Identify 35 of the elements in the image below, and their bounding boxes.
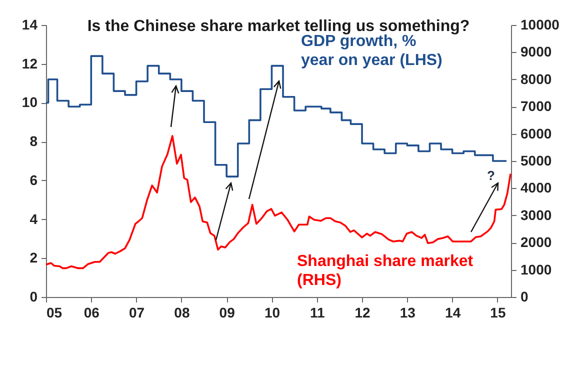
y2-tick-label: 8000	[520, 70, 552, 87]
x-tick-label: 14	[445, 304, 461, 320]
y2-tick-label: 9000	[520, 44, 552, 60]
y-tick-label: 8	[30, 133, 38, 150]
y2-tick-label: 7000	[520, 98, 552, 114]
y-tick-label: 14	[22, 16, 38, 32]
x-tick-label: 09	[219, 304, 236, 320]
x-tick-label: 05	[46, 304, 62, 320]
y2-tick-label: 3000	[520, 206, 552, 223]
x-tick-label: 08	[174, 304, 190, 320]
y-tick-label: 6	[30, 172, 38, 188]
chart-title: Is the Chinese share market telling us something?	[87, 18, 470, 35]
y2-tick-label: 5000	[520, 152, 552, 168]
x-tick-label: 15	[490, 304, 506, 320]
x-tick-label: 11	[310, 304, 325, 320]
x-tick-label: 10	[264, 304, 280, 320]
y-tick-label: 0	[30, 288, 38, 304]
y2-tick-label: 0	[520, 288, 528, 304]
y-tick-label: 2	[30, 250, 38, 266]
y2-tick-label: 2000	[520, 234, 552, 250]
series-label: GDP growth, % year on year (LHS)	[301, 33, 442, 69]
y-tick-label: 10	[22, 94, 38, 110]
annotation: ?	[487, 168, 495, 183]
x-tick-label: 07	[129, 304, 145, 320]
x-tick-label: 13	[400, 304, 416, 320]
y2-tick-label: 6000	[520, 125, 552, 142]
y2-tick-label: 1000	[520, 261, 552, 278]
y-tick-label: 4	[30, 210, 38, 227]
y2-tick-label: 4000	[520, 180, 552, 196]
x-tick-label: 06	[84, 304, 100, 320]
series-label: Shanghai share market (RHS)	[297, 253, 474, 289]
y2-tick-label: 10000	[520, 16, 560, 32]
y-tick-label: 12	[22, 55, 38, 72]
x-tick-label: 12	[354, 304, 371, 320]
line-series	[45, 135, 512, 270]
